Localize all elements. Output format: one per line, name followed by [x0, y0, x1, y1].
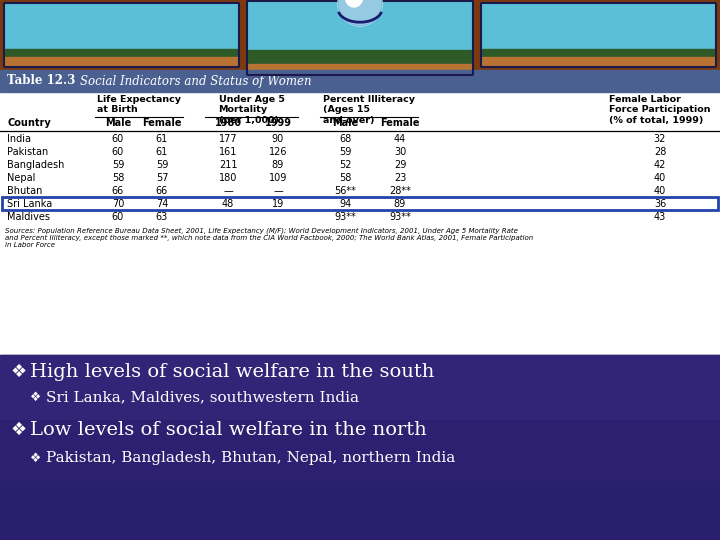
Bar — [248, 2, 472, 74]
Text: 28: 28 — [654, 147, 666, 157]
Text: 19: 19 — [272, 199, 284, 209]
Text: 58: 58 — [112, 173, 124, 183]
Text: Under Age 5
Mortality
(per 1,000): Under Age 5 Mortality (per 1,000) — [219, 95, 284, 125]
Text: ❖: ❖ — [10, 421, 26, 439]
Text: 211: 211 — [219, 160, 238, 170]
Text: Social Indicators and Status of Women: Social Indicators and Status of Women — [80, 75, 312, 87]
Text: 66: 66 — [112, 186, 124, 196]
Text: ❖: ❖ — [30, 390, 41, 403]
Text: 109: 109 — [269, 173, 287, 183]
Text: Sources: Population Reference Bureau Data Sheet, 2001, Life Expectancy (M/F); Wo: Sources: Population Reference Bureau Dat… — [5, 227, 534, 248]
Text: Pakistan: Pakistan — [7, 147, 48, 157]
Text: 44: 44 — [394, 134, 406, 144]
Text: 40: 40 — [654, 186, 666, 196]
Text: Table 12.3: Table 12.3 — [7, 75, 76, 87]
Text: Country: Country — [7, 118, 50, 128]
Text: Male: Male — [105, 118, 131, 128]
Text: 29: 29 — [394, 160, 406, 170]
Text: Female: Female — [143, 118, 181, 128]
Text: 177: 177 — [219, 134, 238, 144]
Text: Bangladesh: Bangladesh — [7, 160, 64, 170]
Text: Life Expectancy
at Birth: Life Expectancy at Birth — [97, 95, 181, 114]
Text: 48: 48 — [222, 199, 234, 209]
Text: 60: 60 — [112, 147, 124, 157]
Text: 42: 42 — [654, 160, 666, 170]
Text: 43: 43 — [654, 212, 666, 222]
Text: 59: 59 — [339, 147, 351, 157]
Text: 36: 36 — [654, 199, 666, 209]
Text: 90: 90 — [272, 134, 284, 144]
Text: 61: 61 — [156, 134, 168, 144]
Text: 1999: 1999 — [264, 118, 292, 128]
Bar — [5, 49, 238, 66]
Text: 32: 32 — [654, 134, 666, 144]
Text: Percent Illiteracy
(Ages 15
and over): Percent Illiteracy (Ages 15 and over) — [323, 95, 415, 125]
Bar — [482, 49, 715, 66]
Text: 74: 74 — [156, 199, 168, 209]
Bar — [482, 4, 715, 66]
Bar — [2, 197, 718, 210]
Text: 59: 59 — [112, 160, 124, 170]
Text: 126: 126 — [269, 147, 287, 157]
Ellipse shape — [345, 0, 363, 7]
Text: 66: 66 — [156, 186, 168, 196]
Bar — [0, 70, 720, 92]
Text: Male: Male — [332, 118, 358, 128]
Text: Pakistan, Bangladesh, Bhutan, Nepal, northern India: Pakistan, Bangladesh, Bhutan, Nepal, nor… — [46, 451, 455, 465]
Bar — [0, 0, 720, 70]
Text: 63: 63 — [156, 212, 168, 222]
Text: 60: 60 — [112, 134, 124, 144]
Text: 58: 58 — [339, 173, 351, 183]
Text: 23: 23 — [394, 173, 406, 183]
Bar — [0, 92, 720, 355]
Text: Female: Female — [380, 118, 420, 128]
Bar — [248, 50, 472, 74]
Text: 89: 89 — [394, 199, 406, 209]
Bar — [0, 355, 720, 420]
Text: Bhutan: Bhutan — [7, 186, 42, 196]
Text: 93**: 93** — [334, 212, 356, 222]
Text: 89: 89 — [272, 160, 284, 170]
Text: 161: 161 — [219, 147, 237, 157]
Text: 56**: 56** — [334, 186, 356, 196]
Bar — [248, 64, 472, 74]
Bar — [0, 420, 720, 480]
Text: Sri Lanka, Maldives, southwestern India: Sri Lanka, Maldives, southwestern India — [46, 390, 359, 404]
Text: 59: 59 — [156, 160, 168, 170]
Text: 60: 60 — [112, 212, 124, 222]
Text: 1980: 1980 — [215, 118, 242, 128]
Bar — [482, 57, 715, 66]
Text: 40: 40 — [654, 173, 666, 183]
Text: 28**: 28** — [389, 186, 411, 196]
Text: —: — — [273, 186, 283, 196]
Circle shape — [338, 0, 382, 26]
Bar — [0, 355, 720, 540]
Bar — [5, 57, 238, 66]
Text: 94: 94 — [339, 199, 351, 209]
Text: 61: 61 — [156, 147, 168, 157]
Text: Maldives: Maldives — [7, 212, 50, 222]
Text: High levels of social welfare in the south: High levels of social welfare in the sou… — [30, 363, 434, 381]
Circle shape — [338, 0, 382, 26]
Text: India: India — [7, 134, 31, 144]
Text: ❖: ❖ — [10, 363, 26, 381]
Text: 30: 30 — [394, 147, 406, 157]
Text: 57: 57 — [156, 173, 168, 183]
Text: 68: 68 — [339, 134, 351, 144]
Text: 52: 52 — [338, 160, 351, 170]
Text: —: — — [223, 186, 233, 196]
Text: 70: 70 — [112, 199, 124, 209]
Text: 93**: 93** — [389, 212, 411, 222]
Text: ❖: ❖ — [30, 451, 41, 464]
Text: 180: 180 — [219, 173, 237, 183]
Text: Female Labor
Force Participation
(% of total, 1999): Female Labor Force Participation (% of t… — [609, 95, 711, 125]
Text: Nepal: Nepal — [7, 173, 35, 183]
Bar — [5, 4, 238, 66]
Text: Sri Lanka: Sri Lanka — [7, 199, 53, 209]
Text: Low levels of social welfare in the north: Low levels of social welfare in the nort… — [30, 421, 427, 439]
